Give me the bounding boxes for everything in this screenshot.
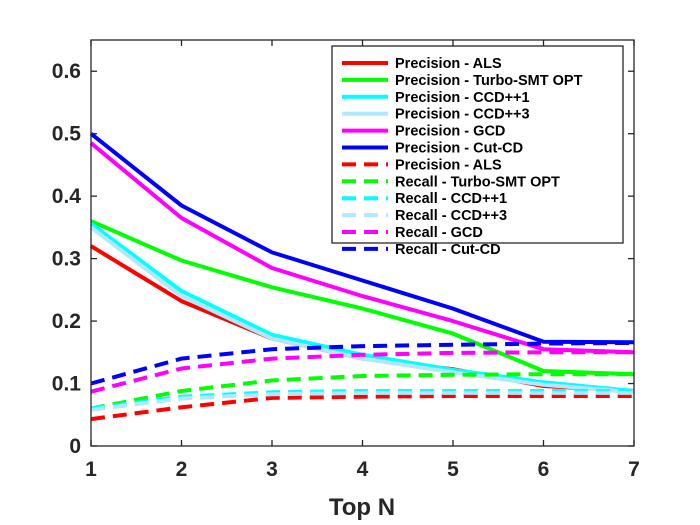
x-tick-label: 2	[176, 458, 188, 481]
y-tick-label: 0.1	[52, 373, 82, 396]
legend-label-3: Precision - CCD++1	[395, 90, 530, 106]
series-line-12	[90, 340, 635, 386]
y-tick-label: 0.6	[52, 60, 81, 83]
legend-label-7: Precision - ALS	[395, 157, 502, 173]
series-line-11	[90, 350, 634, 394]
y-tick-label: 0	[69, 435, 81, 458]
legend-label-6: Precision - Cut-CD	[395, 141, 523, 157]
series-line-4	[89, 225, 635, 395]
x-tick-label: 6	[538, 458, 550, 481]
legend-label-11: Recall - GCD	[395, 225, 483, 241]
x-tick-label: 5	[447, 458, 459, 481]
legend-label-1: Precision - ALS	[395, 56, 502, 72]
series-line-2	[90, 219, 635, 377]
ticks-layer: 1 2 3 4 5 6 7 0 0.1 0.2 0.3 0.4 0.5 0.6	[52, 40, 640, 481]
series-layer	[89, 132, 635, 422]
legend-label-10: Recall - CCD++3	[395, 208, 507, 224]
series-line-8	[90, 372, 634, 411]
legend-label-2: Precision - Turbo-SMT OPT	[395, 73, 583, 89]
legend-label-4: Precision - CCD++3	[395, 107, 530, 123]
y-tick-label: 0.3	[52, 248, 81, 271]
legend-label-8: Recall - Turbo-SMT OPT	[395, 174, 560, 190]
series-line-6	[89, 132, 635, 345]
series-line-5	[89, 141, 635, 355]
y-tick-label: 0.5	[52, 123, 82, 146]
x-axis-title: Top N	[329, 494, 395, 521]
x-tick-label: 7	[628, 458, 640, 481]
x-tick-label: 4	[357, 458, 369, 481]
x-tick-label: 3	[266, 458, 278, 481]
series-line-10	[90, 390, 634, 412]
y-tick-label: 0.4	[52, 185, 82, 208]
series-line-7	[90, 394, 634, 422]
legend-label-9: Recall - CCD++1	[395, 191, 507, 207]
y-tick-label: 0.2	[52, 310, 81, 333]
x-tick-label: 1	[85, 458, 97, 481]
legend-label-12: Recall - Cut-CD	[395, 242, 501, 258]
legend-label-5: Precision - GCD	[395, 124, 505, 140]
